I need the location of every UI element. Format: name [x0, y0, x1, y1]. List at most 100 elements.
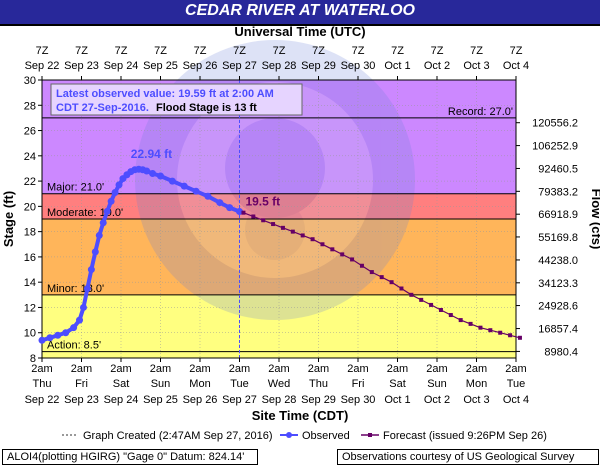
x-tick-time: 2am: [505, 363, 526, 375]
x-tick-date: Sep 26: [183, 394, 218, 406]
observed-point: [99, 219, 107, 227]
x-tick-day: Sat: [113, 378, 130, 390]
latest-observed-line2: CDT 27-Sep-2016.: [56, 102, 149, 114]
x-tick-time: 2am: [229, 363, 250, 375]
x-top-tick-time: 7Z: [154, 45, 167, 57]
observed-point: [62, 329, 70, 337]
x-tick-date: Sep 29: [301, 394, 336, 406]
x-tick-day: Mon: [189, 378, 210, 390]
x-top-tick-date: Oct 3: [463, 60, 489, 72]
category-label-minor: Minor: 13.0': [47, 283, 104, 295]
forecast-point: [271, 222, 276, 227]
forecast-point: [280, 225, 285, 230]
x-top-tick-date: Oct 1: [384, 60, 410, 72]
forecast-point: [458, 318, 463, 323]
y2-tick-label: 16857.4: [538, 324, 578, 336]
y2-tick-label: 55169.8: [538, 232, 578, 244]
x-top-tick-time: 7Z: [36, 45, 49, 57]
forecast-point: [389, 280, 394, 285]
observed-point: [216, 199, 224, 207]
x-tick-date: Oct 1: [384, 394, 410, 406]
x-tick-day: Fri: [352, 378, 365, 390]
observed-point: [143, 167, 151, 175]
y-tick-label: 16: [24, 252, 36, 264]
svg-text:CDT 27-Sep-2016. Flood: CDT 27-Sep-2016. Flood Stage is 13 ft: [56, 102, 257, 114]
observed-point: [70, 324, 78, 332]
x-top-tick-time: 7Z: [352, 45, 365, 57]
observed-point: [236, 208, 243, 216]
y-tick-label: 14: [24, 277, 36, 289]
y2-tick-label: 66918.9: [538, 209, 578, 221]
forecast-point: [379, 275, 384, 280]
x-top-tick-date: Sep 24: [104, 60, 139, 72]
legend: Graph Created (2:47AM Sep 27, 2016) Obse…: [62, 430, 547, 442]
forecast-point: [429, 302, 434, 307]
x-top-tick-date: Sep 27: [222, 60, 257, 72]
y-tick-label: 24: [24, 151, 36, 163]
x-tick-day: Tue: [507, 378, 526, 390]
x-top-tick-time: 7Z: [194, 45, 207, 57]
observed-point: [87, 266, 95, 274]
latest-observed-line1: Latest observed value: 19.59 ft at 2:00 …: [56, 88, 274, 100]
x-tick-day: Tue: [230, 378, 249, 390]
y2-tick-label: 8980.4: [544, 346, 578, 358]
forecast-point: [310, 237, 315, 242]
x-tick-day: Sun: [151, 378, 171, 390]
observed-point: [79, 303, 87, 311]
x-top-tick-date: Sep 25: [143, 60, 178, 72]
x-top-tick-date: Sep 23: [64, 60, 99, 72]
forecast-point: [350, 257, 355, 262]
y-tick-label: 22: [24, 176, 36, 188]
y-axis-title: Stage (ft): [1, 191, 16, 247]
x-tick-time: 2am: [110, 363, 131, 375]
y-tick-label: 8: [30, 353, 36, 365]
legend-observed-marker: [286, 432, 292, 438]
observed-point: [38, 336, 46, 344]
x-tick-day: Sun: [427, 378, 447, 390]
forecast-point: [508, 333, 513, 338]
title-bar: CEDAR RIVER AT WATERLOO: [0, 0, 600, 26]
legend-observed: Observed: [302, 430, 350, 442]
observed-point: [149, 170, 157, 178]
band-action: [42, 351, 516, 358]
observed-point: [226, 204, 234, 212]
x-tick-day: Thu: [309, 378, 328, 390]
forecast-point: [261, 218, 266, 223]
observed-point: [103, 207, 111, 215]
x-tick-date: Sep 30: [341, 394, 376, 406]
x-tick-time: 2am: [189, 363, 210, 375]
forecast-point: [300, 233, 305, 238]
peak-value-label: 22.94 ft: [131, 147, 172, 161]
x-tick-day: Thu: [33, 378, 52, 390]
legend-forecast: Forecast (issued 9:26PM Sep 26): [383, 430, 547, 442]
x-tick-time: 2am: [426, 363, 447, 375]
x-tick-date: Sep 23: [64, 394, 99, 406]
x-top-tick-time: 7Z: [510, 45, 523, 57]
x-top-tick-date: Oct 2: [424, 60, 450, 72]
x-top-tick-time: 7Z: [470, 45, 483, 57]
forecast-point: [241, 210, 246, 215]
x-top-tick-date: Sep 30: [341, 60, 376, 72]
observed-point: [91, 248, 99, 256]
category-label-record: Record: 27.0': [448, 106, 513, 118]
x-tick-date: Sep 27: [222, 394, 257, 406]
latest-observed-box: Latest observed value: 19.59 ft at 2:00 …: [50, 83, 303, 116]
forecast-point: [359, 263, 364, 268]
forecast-point: [438, 307, 443, 312]
x-top-tick-time: 7Z: [312, 45, 325, 57]
y2-tick-label: 120556.2: [532, 118, 578, 130]
x-tick-time: 2am: [31, 363, 52, 375]
chart-title: CEDAR RIVER AT WATERLOO: [185, 2, 415, 19]
y2-tick-label: 92460.5: [538, 163, 578, 175]
x-axis-title: Site Time (CDT): [252, 408, 349, 423]
x-top-tick-date: Sep 29: [301, 60, 336, 72]
footer-datum: ALOI4(plotting HGIRG) "Gage 0" Datum: 82…: [2, 449, 258, 465]
x-tick-time: 2am: [150, 363, 171, 375]
forecast-point: [488, 328, 493, 333]
observed-point: [107, 197, 115, 205]
flood-stage-note: Flood Stage is 13 ft: [156, 102, 257, 114]
y2-tick-label: 24928.6: [538, 301, 578, 313]
y2-tick-label: 34123.3: [538, 278, 578, 290]
category-label-action: Action: 8.5': [47, 340, 101, 352]
x-tick-date: Sep 22: [25, 394, 60, 406]
